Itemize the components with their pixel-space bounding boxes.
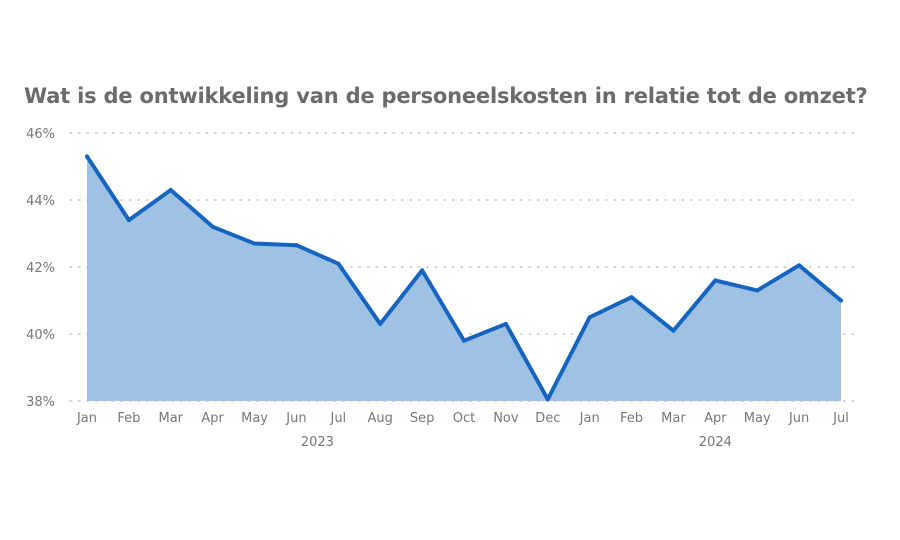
area-fill <box>87 156 841 401</box>
x-tick-label: Mar <box>159 411 184 426</box>
x-tick-label: May <box>744 411 771 426</box>
x-tick-label: Oct <box>453 411 475 426</box>
y-tick-label: 40% <box>26 328 55 343</box>
x-tick-label: Nov <box>493 411 519 426</box>
x-tick-label: Jun <box>285 411 306 426</box>
x-tick-label: Aug <box>368 411 393 426</box>
data-point <box>336 261 341 266</box>
x-tick-label: Apr <box>201 411 224 426</box>
data-point <box>294 243 299 248</box>
data-point <box>168 187 173 192</box>
data-point <box>503 321 508 326</box>
year-label: 2024 <box>699 435 732 450</box>
x-tick-label: Jun <box>788 411 809 426</box>
x-tick-label: Jul <box>832 411 849 426</box>
x-tick-label: May <box>241 411 268 426</box>
y-tick-label: 42% <box>26 261 55 276</box>
data-point <box>671 328 676 333</box>
data-point <box>210 224 215 229</box>
data-point <box>629 295 634 300</box>
data-point <box>797 263 802 268</box>
x-tick-label: Apr <box>704 411 727 426</box>
y-tick-label: 46% <box>26 127 55 142</box>
data-point <box>545 397 550 402</box>
chart-title: Wat is de ontwikkeling van de personeels… <box>24 84 868 108</box>
x-tick-label: Feb <box>620 411 643 426</box>
data-point <box>462 338 466 343</box>
year-label: 2023 <box>301 435 334 450</box>
x-tick-label: Jan <box>579 411 600 426</box>
data-point <box>713 278 718 283</box>
x-tick-label: Feb <box>117 411 140 426</box>
x-tick-label: Jul <box>329 411 346 426</box>
data-point <box>755 288 760 293</box>
data-point <box>839 298 843 303</box>
data-point <box>378 321 383 326</box>
x-tick-label: Jan <box>76 411 97 426</box>
data-point <box>420 268 425 273</box>
y-tick-label: 38% <box>26 395 55 410</box>
x-tick-label: Mar <box>661 411 686 426</box>
data-point <box>126 218 131 223</box>
y-tick-label: 44% <box>26 194 55 209</box>
x-tick-label: Sep <box>410 411 435 426</box>
data-point <box>252 241 257 246</box>
data-point <box>85 154 89 159</box>
x-tick-label: Dec <box>535 411 560 426</box>
data-point <box>587 315 592 320</box>
